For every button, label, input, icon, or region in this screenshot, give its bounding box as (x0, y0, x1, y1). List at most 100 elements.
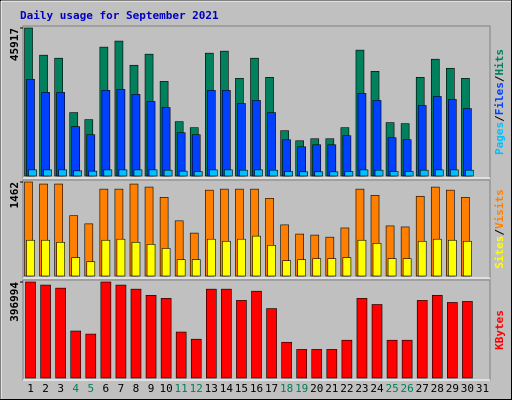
bar (85, 333, 97, 379)
bar (176, 259, 186, 277)
x-tick-label: 10 (159, 382, 172, 395)
x-tick-label: 2 (42, 382, 49, 395)
bar (146, 101, 156, 177)
x-tick-label: 28 (431, 382, 444, 395)
bar (178, 170, 188, 177)
bar (402, 258, 412, 277)
x-tick-label: 26 (401, 382, 414, 395)
bar (282, 260, 291, 277)
bar (118, 169, 128, 177)
bar (25, 281, 36, 379)
x-tick-label: 23 (355, 382, 368, 395)
x-tick-label: 29 (446, 382, 459, 395)
x-tick-label: 15 (235, 382, 248, 395)
bar (148, 169, 158, 177)
x-tick-label: 8 (133, 382, 140, 395)
bar (145, 294, 157, 379)
legend-separator: / (493, 75, 506, 82)
bar (282, 139, 291, 177)
bar (40, 284, 51, 379)
bar (267, 245, 276, 277)
bar (73, 170, 83, 177)
x-tick-label: 9 (148, 382, 155, 395)
bar (43, 169, 52, 177)
bar (236, 300, 247, 379)
x-tick-label: 14 (220, 382, 234, 395)
bar (357, 239, 367, 277)
bar (462, 301, 473, 379)
bar (269, 169, 278, 177)
legend-entry: KBytes (493, 310, 506, 350)
bar (417, 240, 427, 277)
bar (386, 339, 398, 379)
bar (356, 298, 368, 379)
bar (71, 257, 81, 277)
bar (344, 171, 354, 177)
bar (387, 258, 397, 277)
bar (281, 341, 292, 379)
y-tick-label: 45917 (8, 28, 21, 61)
legend-entry: Files (493, 82, 506, 115)
bar (401, 339, 413, 379)
x-tick-label: 18 (280, 382, 293, 395)
legend: Pages/Files/Hits (493, 49, 506, 155)
y-tick-label: 1462 (8, 182, 21, 209)
x-tick-label: 3 (57, 382, 64, 395)
x-tick-label: 31 (476, 382, 489, 395)
bar (237, 238, 246, 277)
bar (26, 239, 35, 277)
bar (432, 96, 442, 177)
bar (419, 169, 429, 177)
x-tick-label: 4 (72, 382, 79, 395)
bar (222, 90, 231, 177)
bar (88, 170, 98, 177)
legend-entry: Hits (493, 49, 506, 76)
bar (224, 169, 233, 177)
bar (56, 92, 65, 177)
x-tick-label: 17 (265, 382, 278, 395)
bar (175, 331, 187, 379)
bar (254, 169, 263, 177)
bar (221, 288, 232, 379)
bar (357, 93, 367, 177)
legend-separator: / (493, 115, 506, 122)
bar (163, 169, 173, 177)
x-tick-label: 5 (87, 382, 94, 395)
x-tick-label: 24 (370, 382, 384, 395)
bar (284, 171, 293, 177)
x-tick-label: 30 (461, 382, 474, 395)
bar (71, 126, 81, 177)
bar (327, 144, 337, 177)
bar (387, 137, 397, 177)
bar (314, 171, 324, 177)
bar (133, 169, 143, 177)
bar (146, 244, 156, 277)
bar (372, 100, 382, 177)
bar (191, 134, 201, 177)
bar (297, 259, 306, 277)
bar (237, 103, 246, 177)
bar (191, 259, 201, 277)
x-tick-label: 6 (103, 382, 110, 395)
bar (402, 139, 412, 177)
bar (342, 135, 352, 177)
bar (266, 308, 277, 379)
bar (296, 349, 307, 379)
bar (417, 105, 427, 177)
x-tick-label: 7 (118, 382, 125, 395)
bar (416, 300, 428, 379)
bar (207, 90, 216, 177)
x-tick-label: 13 (205, 382, 218, 395)
bar (312, 144, 322, 177)
bar (176, 132, 186, 177)
bar (160, 298, 172, 379)
bar (26, 79, 35, 177)
bar (252, 235, 261, 277)
bar (193, 171, 203, 177)
chart-title: Daily usage for September 2021 (20, 9, 219, 22)
legend-entry: Pages (493, 122, 506, 155)
bar (209, 169, 218, 177)
bar (267, 112, 276, 177)
x-tick-label: 11 (175, 382, 188, 395)
